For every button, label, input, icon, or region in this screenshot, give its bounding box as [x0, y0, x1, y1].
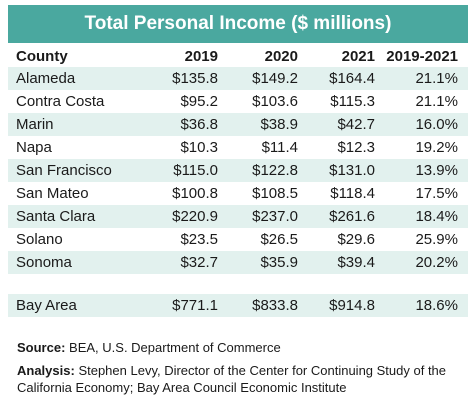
- cell-value: $39.4: [337, 254, 375, 271]
- cell-value: $108.5: [252, 185, 298, 202]
- header-row: County 2019 2020 2021 2019-2021: [8, 45, 468, 68]
- table-row: Sonoma $32.7 $35.9 $39.4 20.2%: [8, 251, 468, 274]
- source-note: Source: BEA, U.S. Department of Commerce: [17, 339, 462, 356]
- cell-value: $118.4: [330, 185, 375, 202]
- analysis-text: Stephen Levy, Director of the Center for…: [17, 363, 447, 395]
- cell-value: $23.5: [180, 231, 218, 248]
- row-label: Bay Area: [16, 297, 77, 314]
- cell-value: 13.9%: [415, 162, 458, 179]
- table-row: Alameda $135.8 $149.2 $164.4 21.1%: [8, 67, 468, 90]
- row-label: Sonoma: [16, 254, 72, 271]
- table-row: Marin $36.8 $38.9 $42.7 16.0%: [8, 113, 468, 136]
- row-label: San Francisco: [16, 162, 112, 179]
- table-row: San Francisco $115.0 $122.8 $131.0 13.9%: [8, 159, 468, 182]
- cell-value: 20.2%: [415, 254, 458, 271]
- cell-value: 19.2%: [415, 139, 458, 156]
- cell-value: 25.9%: [415, 231, 458, 248]
- cell-value: $135.8: [172, 70, 218, 87]
- table-row: Solano $23.5 $26.5 $29.6 25.9%: [8, 228, 468, 251]
- cell-value: 16.0%: [415, 116, 458, 133]
- cell-value: 18.6%: [415, 297, 458, 314]
- cell-value: $122.8: [252, 162, 298, 179]
- cell-value: $11.4: [261, 139, 298, 156]
- row-label: County: [16, 48, 68, 65]
- analysis-label: Analysis:: [17, 363, 75, 378]
- cell-value: $771.1: [172, 297, 218, 314]
- cell-value: $95.2: [180, 93, 218, 110]
- cell-value: $237.0: [252, 208, 298, 225]
- table-row: Santa Clara $220.9 $237.0 $261.6 18.4%: [8, 205, 468, 228]
- cell-value: $38.9: [260, 116, 298, 133]
- cell-value: $220.9: [172, 208, 218, 225]
- table-row: Napa $10.3 $11.4 $12.3 19.2%: [8, 136, 468, 159]
- cell-value: $833.8: [252, 297, 298, 314]
- table-row: San Mateo $100.8 $108.5 $118.4 17.5%: [8, 182, 468, 205]
- source-label: Source:: [17, 340, 66, 355]
- cell-value: $914.8: [329, 297, 375, 314]
- cell-value: $42.7: [337, 116, 375, 133]
- cell-value: $100.8: [172, 185, 218, 202]
- table-row: Contra Costa $95.2 $103.6 $115.3 21.1%: [8, 90, 468, 113]
- cell-value: 2021: [341, 48, 375, 65]
- total-row: Bay Area $771.1 $833.8 $914.8 18.6%: [8, 294, 468, 317]
- cell-value: $10.3: [180, 139, 218, 156]
- row-label: Contra Costa: [16, 93, 105, 110]
- table-title: Total Personal Income ($ millions): [8, 5, 468, 43]
- row-label: Napa: [16, 139, 52, 156]
- source-text: BEA, U.S. Department of Commerce: [69, 340, 281, 355]
- cell-value: $26.5: [260, 231, 298, 248]
- cell-value: 17.5%: [415, 185, 458, 202]
- analysis-note: Analysis: Stephen Levy, Director of the …: [17, 362, 462, 396]
- row-label: Santa Clara: [16, 208, 96, 225]
- cell-value: $115.0: [173, 162, 218, 179]
- cell-value: 18.4%: [415, 208, 458, 225]
- cell-value: $131.0: [329, 162, 375, 179]
- cell-value: $35.9: [260, 254, 298, 271]
- row-label: San Mateo: [16, 185, 89, 202]
- row-label: Marin: [16, 116, 54, 133]
- cell-value: 2019: [184, 48, 218, 65]
- cell-value: $115.3: [330, 93, 375, 110]
- cell-value: $103.6: [252, 93, 298, 110]
- cell-value: $32.7: [180, 254, 218, 271]
- cell-value: $29.6: [337, 231, 375, 248]
- row-label: Alameda: [16, 70, 76, 87]
- cell-value: $164.4: [329, 70, 375, 87]
- cell-value: $261.6: [329, 208, 375, 225]
- cell-value: 21.1%: [415, 93, 458, 110]
- cell-value: $12.3: [337, 139, 375, 156]
- row-label: Solano: [16, 231, 63, 248]
- cell-value: 2019-2021: [386, 48, 458, 65]
- cell-value: 21.1%: [415, 70, 458, 87]
- cell-value: 2020: [264, 48, 298, 65]
- cell-value: $149.2: [252, 70, 298, 87]
- cell-value: $36.8: [180, 116, 218, 133]
